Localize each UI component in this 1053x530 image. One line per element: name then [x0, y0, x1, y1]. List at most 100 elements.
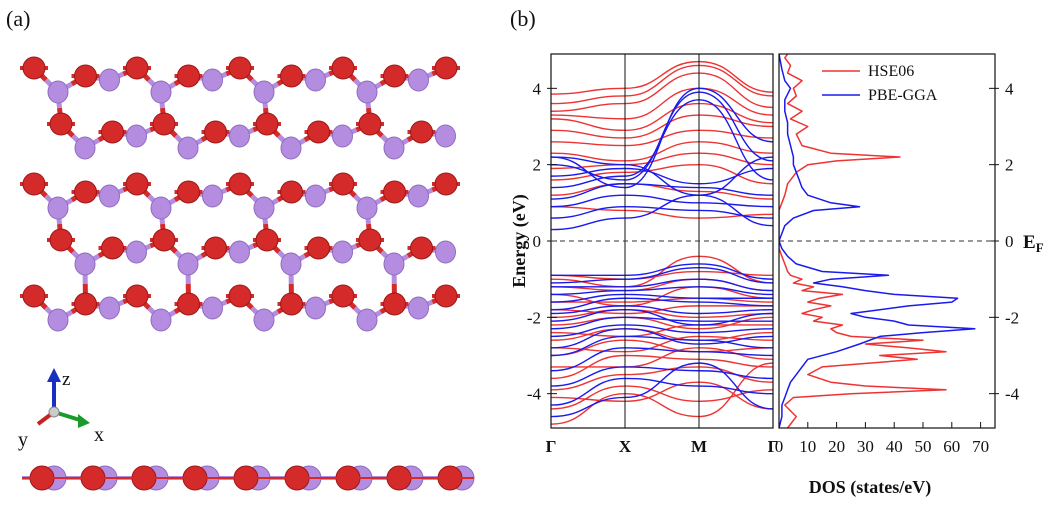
kpoint-label: Γ [768, 437, 779, 456]
lattice-top-view [20, 56, 460, 332]
red-atom [204, 236, 227, 260]
pbe-gga-band-line [551, 362, 773, 418]
red-atom [358, 228, 382, 252]
axis-y-label: y [18, 429, 28, 451]
purple-atom [47, 196, 69, 220]
red-atom [101, 120, 124, 144]
kpoint-label: X [619, 437, 632, 456]
red-atom [410, 120, 433, 144]
red-atom [152, 228, 176, 252]
dos-y-tick-label: 4 [1005, 79, 1014, 98]
purple-atom [305, 296, 326, 320]
purple-atom [356, 80, 378, 104]
hse06-band-line [551, 114, 773, 139]
hse06-band-line [551, 72, 773, 112]
red-atom [331, 56, 355, 80]
hse06-band-line [551, 129, 773, 147]
panel-label-b: (b) [510, 6, 536, 31]
red-atom [280, 64, 303, 88]
pbe-gga-band-line [551, 316, 773, 330]
hse06-band-line [551, 141, 773, 162]
purple-atom [305, 184, 326, 208]
red-atom [434, 56, 458, 80]
purple-atom [74, 136, 96, 160]
purple-atom [229, 124, 250, 148]
pbe-gga-band-line [551, 324, 773, 338]
red-atom [177, 64, 200, 88]
hse06-band-line [551, 316, 773, 330]
purple-atom [305, 68, 326, 92]
dos-y-tick-label: -2 [1005, 308, 1019, 327]
band-y-axis-label: Energy (eV) [509, 194, 530, 287]
red-atom [280, 180, 303, 204]
dos-x-tick-label: 50 [915, 437, 932, 456]
red-atom [22, 56, 46, 80]
band-y-tick-label: -2 [527, 308, 541, 327]
band-y-tick-label: 4 [533, 79, 542, 98]
purple-atom [253, 308, 275, 332]
pbe-gga-band-line [551, 156, 773, 196]
hse06-band-line [551, 60, 773, 95]
hse06-band-line [551, 270, 773, 280]
dos-x-tick-label: 20 [828, 437, 845, 456]
hse06-band-line [551, 205, 773, 219]
red-atom [228, 284, 252, 308]
hse06-band-line [551, 362, 773, 425]
pbe-gga-band-line [551, 377, 773, 406]
purple-atom [332, 240, 353, 264]
hse06-band-line [551, 255, 773, 288]
lattice-side-view [22, 465, 475, 491]
red-atom [255, 228, 279, 252]
red-atom [74, 180, 97, 204]
red-atom [204, 120, 227, 144]
purple-atom [126, 124, 147, 148]
hse06-band-line [551, 163, 773, 185]
band-y-tick-label: -4 [527, 385, 542, 404]
pbe-gga-band-line [551, 267, 773, 284]
red-atom [49, 112, 73, 136]
red-atom [22, 284, 46, 308]
red-atom [255, 112, 279, 136]
purple-atom [383, 136, 405, 160]
dos-y-tick-label: 0 [1005, 232, 1014, 251]
red-atom [74, 292, 97, 316]
purple-atom [150, 308, 172, 332]
pbe-gga-band-line [551, 328, 773, 349]
red-atom [410, 236, 433, 260]
pbe-gga-band-line [551, 278, 773, 292]
kpoint-label: M [691, 437, 707, 456]
purple-atom [435, 124, 456, 148]
hse06-band-line [551, 152, 773, 170]
dos-x-axis-label: DOS (states/eV) [809, 477, 931, 498]
kpoint-label: Γ [546, 437, 557, 456]
purple-atom [126, 240, 147, 264]
hse06-band-line [551, 64, 773, 105]
hse06-band-line [551, 381, 773, 410]
purple-atom [99, 296, 120, 320]
pbe-gga-band-line [551, 293, 773, 303]
purple-atom [229, 240, 250, 264]
red-atom [434, 284, 458, 308]
hse06-dos-curve [779, 54, 947, 428]
purple-atom [280, 136, 302, 160]
pbe-gga-band-line [551, 347, 773, 372]
panel-label-a: (a) [6, 6, 30, 31]
purple-atom [202, 296, 223, 320]
red-atom [228, 172, 252, 196]
pbe-gga-band-line [551, 99, 773, 189]
dos-x-tick-label: 60 [943, 437, 960, 456]
red-atom [307, 120, 330, 144]
red-atom [358, 112, 382, 136]
purple-atom [177, 136, 199, 160]
dos-y-tick-label: -4 [1005, 385, 1020, 404]
purple-atom [408, 296, 429, 320]
purple-atom [356, 196, 378, 220]
red-atom [383, 64, 406, 88]
red-atom [152, 112, 176, 136]
purple-atom [202, 184, 223, 208]
purple-atom [99, 68, 120, 92]
band-y-tick-label: 2 [533, 156, 542, 175]
purple-atom [408, 184, 429, 208]
